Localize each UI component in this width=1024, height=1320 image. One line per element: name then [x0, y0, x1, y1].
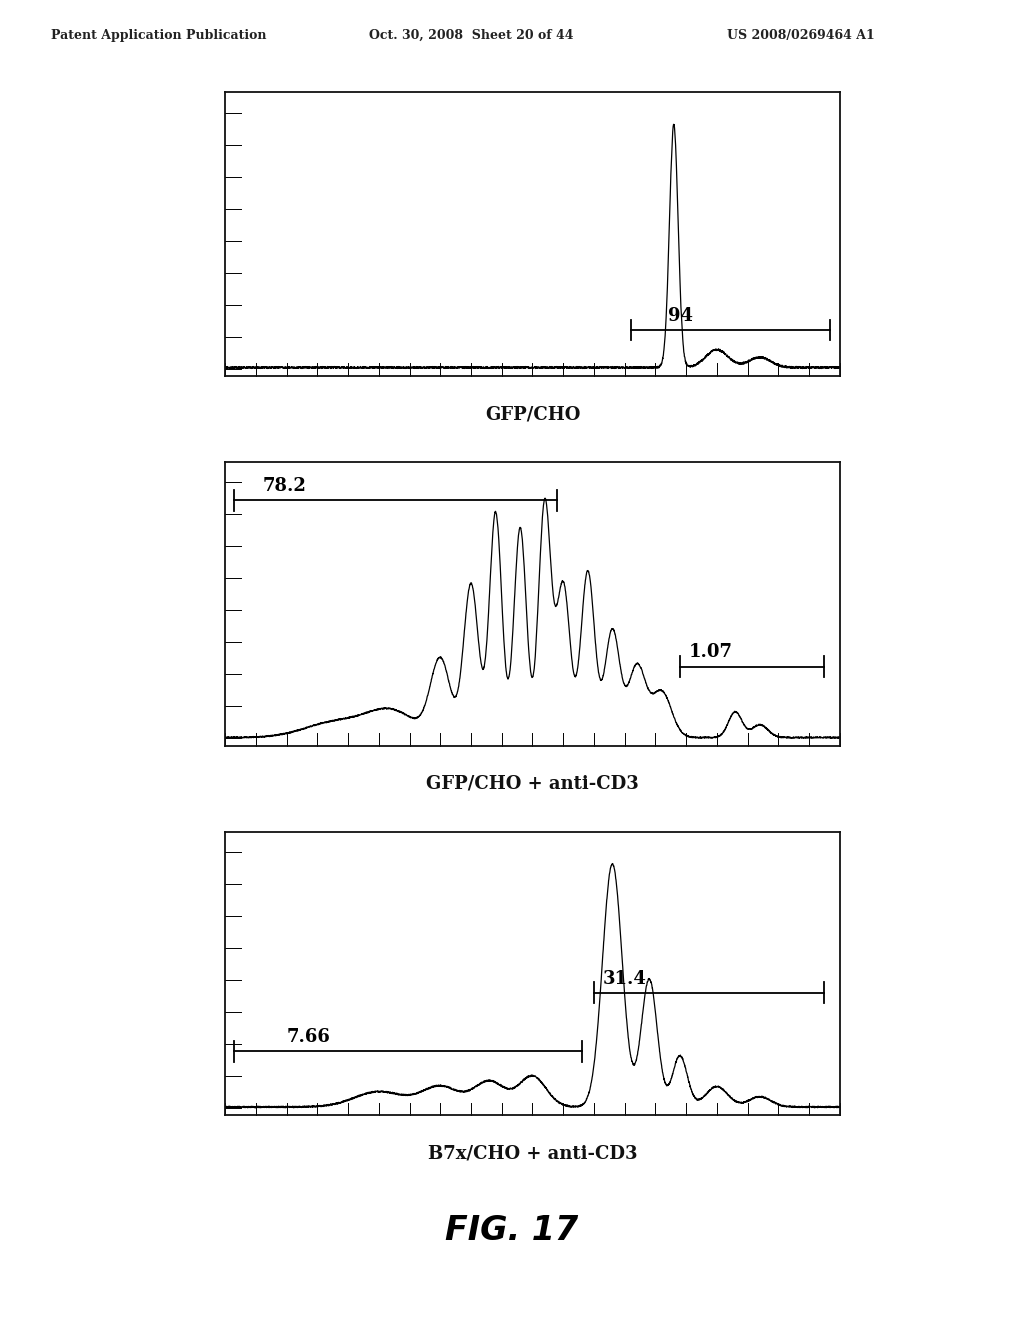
Text: GFP/CHO: GFP/CHO: [484, 405, 581, 424]
Text: FIG. 17: FIG. 17: [445, 1214, 579, 1246]
Text: 7.66: 7.66: [287, 1028, 331, 1047]
Text: 1.07: 1.07: [689, 643, 733, 661]
Text: US 2008/0269464 A1: US 2008/0269464 A1: [727, 29, 874, 42]
Text: 94: 94: [668, 308, 692, 325]
Text: GFP/CHO + anti-CD3: GFP/CHO + anti-CD3: [426, 775, 639, 793]
Text: B7x/CHO + anti-CD3: B7x/CHO + anti-CD3: [428, 1144, 637, 1163]
Text: Oct. 30, 2008  Sheet 20 of 44: Oct. 30, 2008 Sheet 20 of 44: [369, 29, 573, 42]
Text: 78.2: 78.2: [262, 478, 306, 495]
Text: Patent Application Publication: Patent Application Publication: [51, 29, 266, 42]
Text: 31.4: 31.4: [603, 970, 647, 987]
